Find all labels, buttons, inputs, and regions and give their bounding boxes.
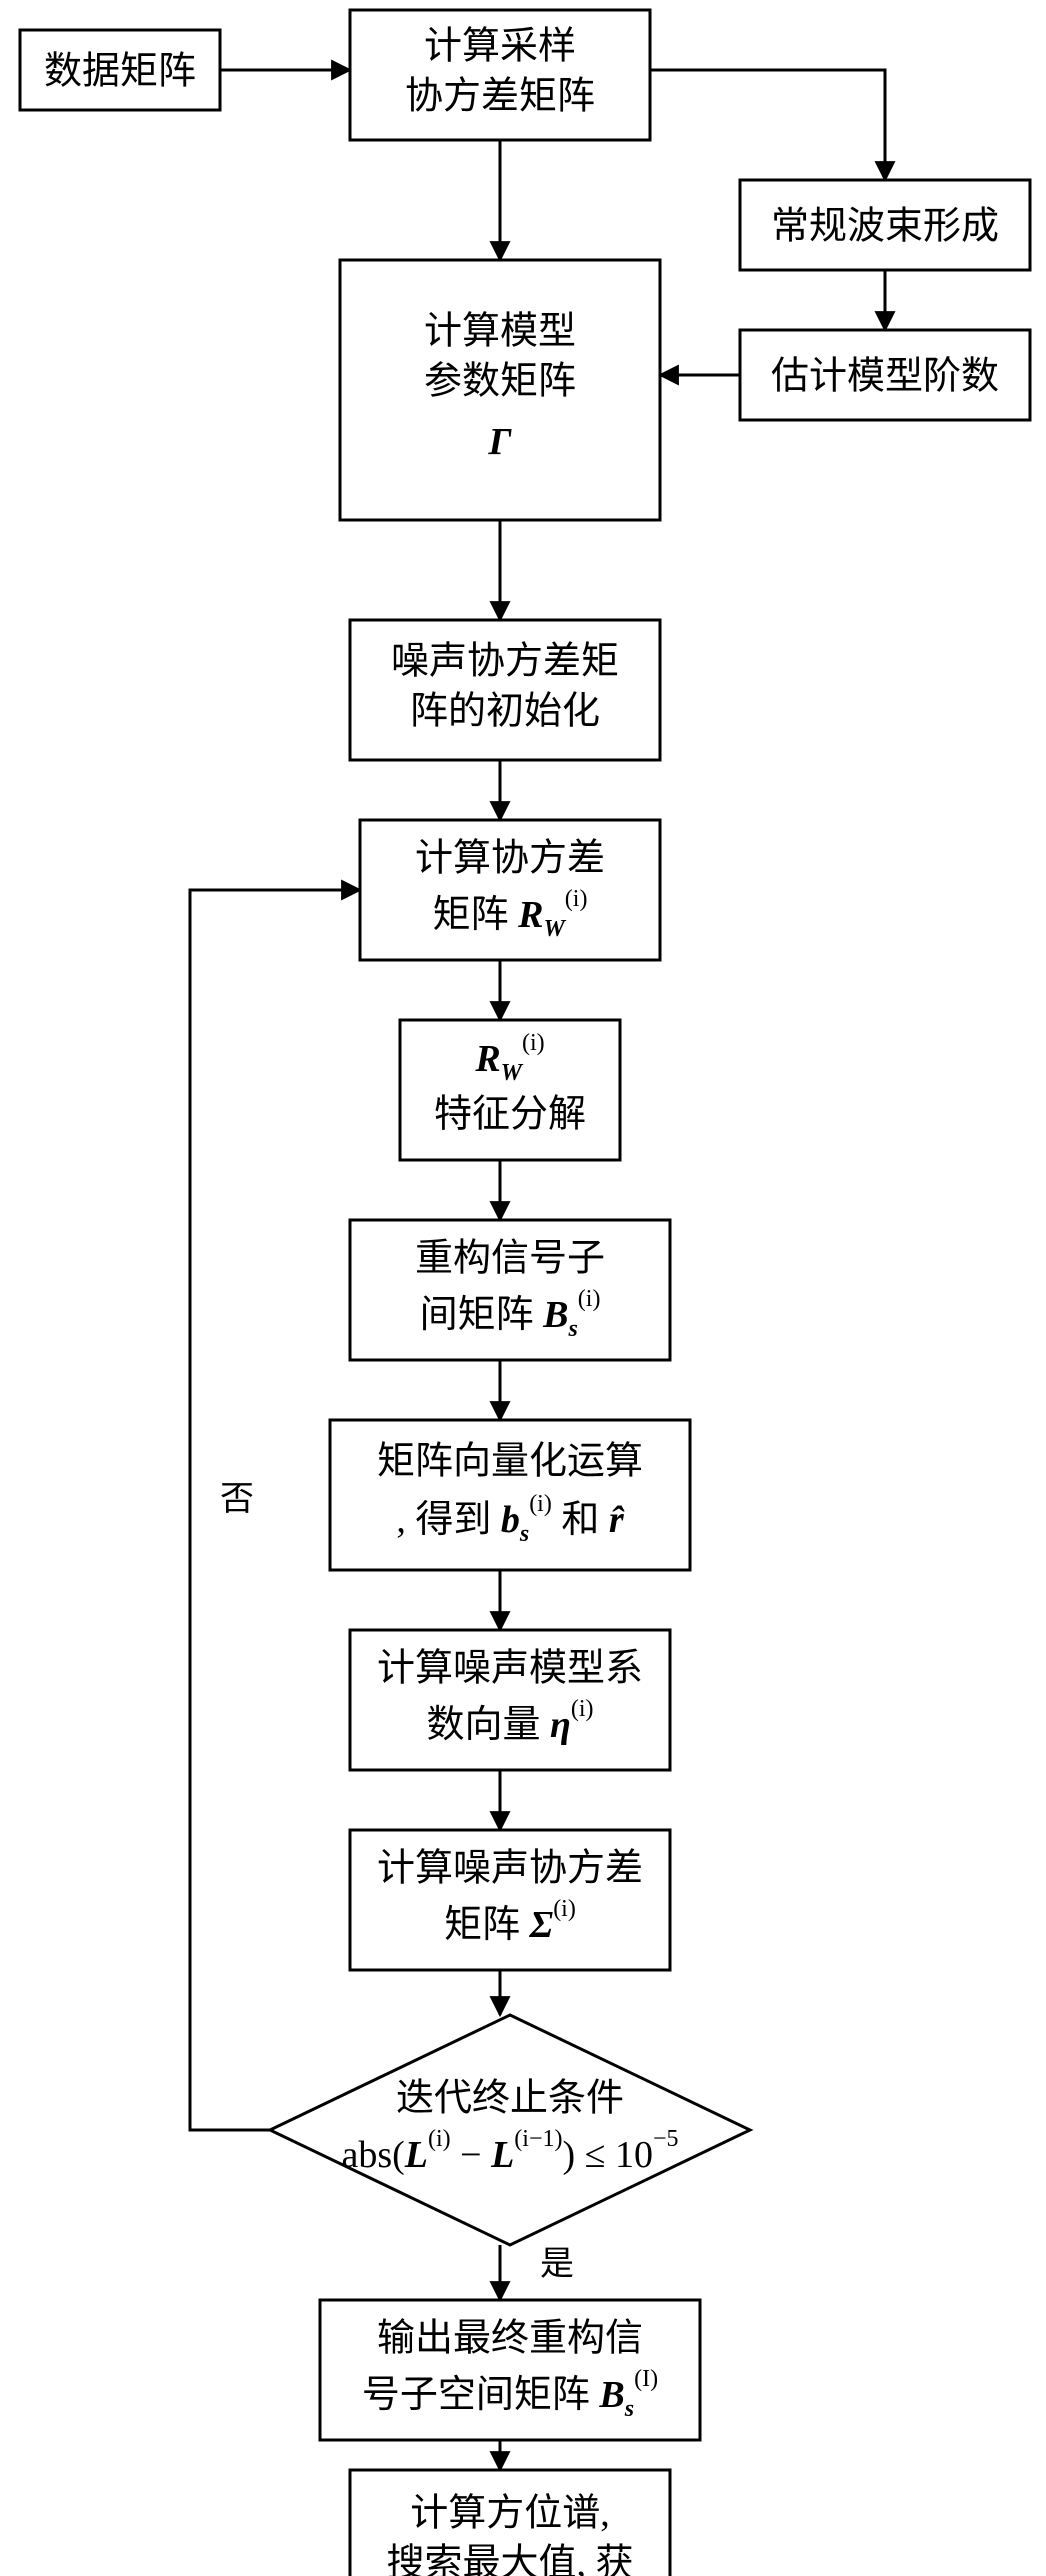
svg-text:矩阵向量化运算: 矩阵向量化运算 <box>377 1441 643 1483</box>
node-n9: 重构信号子间矩阵 Bs(i) <box>350 1220 670 1360</box>
node-n5: 计算模型参数矩阵 Γ <box>340 260 660 520</box>
edge <box>650 70 885 180</box>
svg-text:重构信号子: 重构信号子 <box>415 1238 605 1280</box>
node-n11: 计算噪声模型系数向量 η(i) <box>350 1630 670 1770</box>
node-n2: 计算采样协方差矩阵 <box>350 10 650 140</box>
svg-text:计算噪声协方差: 计算噪声协方差 <box>377 1848 643 1890</box>
svg-text:Γ: Γ <box>488 421 513 463</box>
node-n3: 常规波束形成 <box>740 180 1030 270</box>
svg-text:特征分解: 特征分解 <box>434 1094 586 1136</box>
svg-text:计算协方差: 计算协方差 <box>415 838 605 880</box>
svg-text:计算方位谱,: 计算方位谱, <box>410 2493 610 2535</box>
node-n12: 计算噪声协方差矩阵 Σ(i) <box>350 1830 670 1970</box>
svg-text:abs(L(i) − L(i−1)) ≤ 10−5: abs(L(i) − L(i−1)) ≤ 10−5 <box>341 2126 678 2176</box>
node-n6: 噪声协方差矩阵的初始化 <box>350 620 660 760</box>
svg-text:噪声协方差矩: 噪声协方差矩 <box>391 641 619 683</box>
node-n8: RW(i)特征分解 <box>400 1020 620 1160</box>
node-n15: 计算方位谱,搜索最大值, 获得目标方位 <box>350 2470 670 2576</box>
svg-text:参数矩阵: 参数矩阵 <box>424 361 576 403</box>
node-n13: 迭代终止条件 abs(L(i) − L(i−1)) ≤ 10−5 <box>270 2015 750 2245</box>
node-n10: 矩阵向量化运算 , 得到 bs(i) 和 r̂ <box>330 1420 690 1570</box>
svg-text:阵的初始化: 阵的初始化 <box>410 691 600 733</box>
svg-text:, 得到 bs(i) 和 r̂: , 得到 bs(i) 和 r̂ <box>396 1491 625 1547</box>
edge-label: 是 <box>540 2246 574 2283</box>
svg-text:协方差矩阵: 协方差矩阵 <box>405 76 595 118</box>
svg-text:号子空间矩阵 Bs(I): 号子空间矩阵 Bs(I) <box>362 2366 658 2422</box>
svg-text:迭代终止条件: 迭代终止条件 <box>396 2078 624 2120</box>
svg-text:搜索最大值, 获: 搜索最大值, 获 <box>386 2543 633 2576</box>
svg-text:计算噪声模型系: 计算噪声模型系 <box>377 1648 643 1690</box>
svg-text:估计模型阶数: 估计模型阶数 <box>771 356 999 398</box>
svg-text:输出最终重构信: 输出最终重构信 <box>377 2318 643 2360</box>
node-n14: 输出最终重构信号子空间矩阵 Bs(I) <box>320 2300 700 2440</box>
node-n1: 数据矩阵 <box>20 30 220 110</box>
svg-text:常规波束形成: 常规波束形成 <box>771 206 999 248</box>
svg-text:计算模型: 计算模型 <box>424 311 576 353</box>
svg-text:计算采样: 计算采样 <box>424 26 576 68</box>
svg-text:数向量 η(i): 数向量 η(i) <box>426 1696 593 1746</box>
node-n7: 计算协方差矩阵 RW(i) <box>360 820 660 960</box>
flowchart-diagram: 数据矩阵 计算采样协方差矩阵常规波束形成估计模型阶数 计算模型参数矩阵 Γ 噪声协方差矩… <box>0 0 1046 2576</box>
node-n4: 估计模型阶数 <box>740 330 1030 420</box>
svg-text:数据矩阵: 数据矩阵 <box>44 51 196 93</box>
edge-label: 否 <box>220 1481 254 1518</box>
